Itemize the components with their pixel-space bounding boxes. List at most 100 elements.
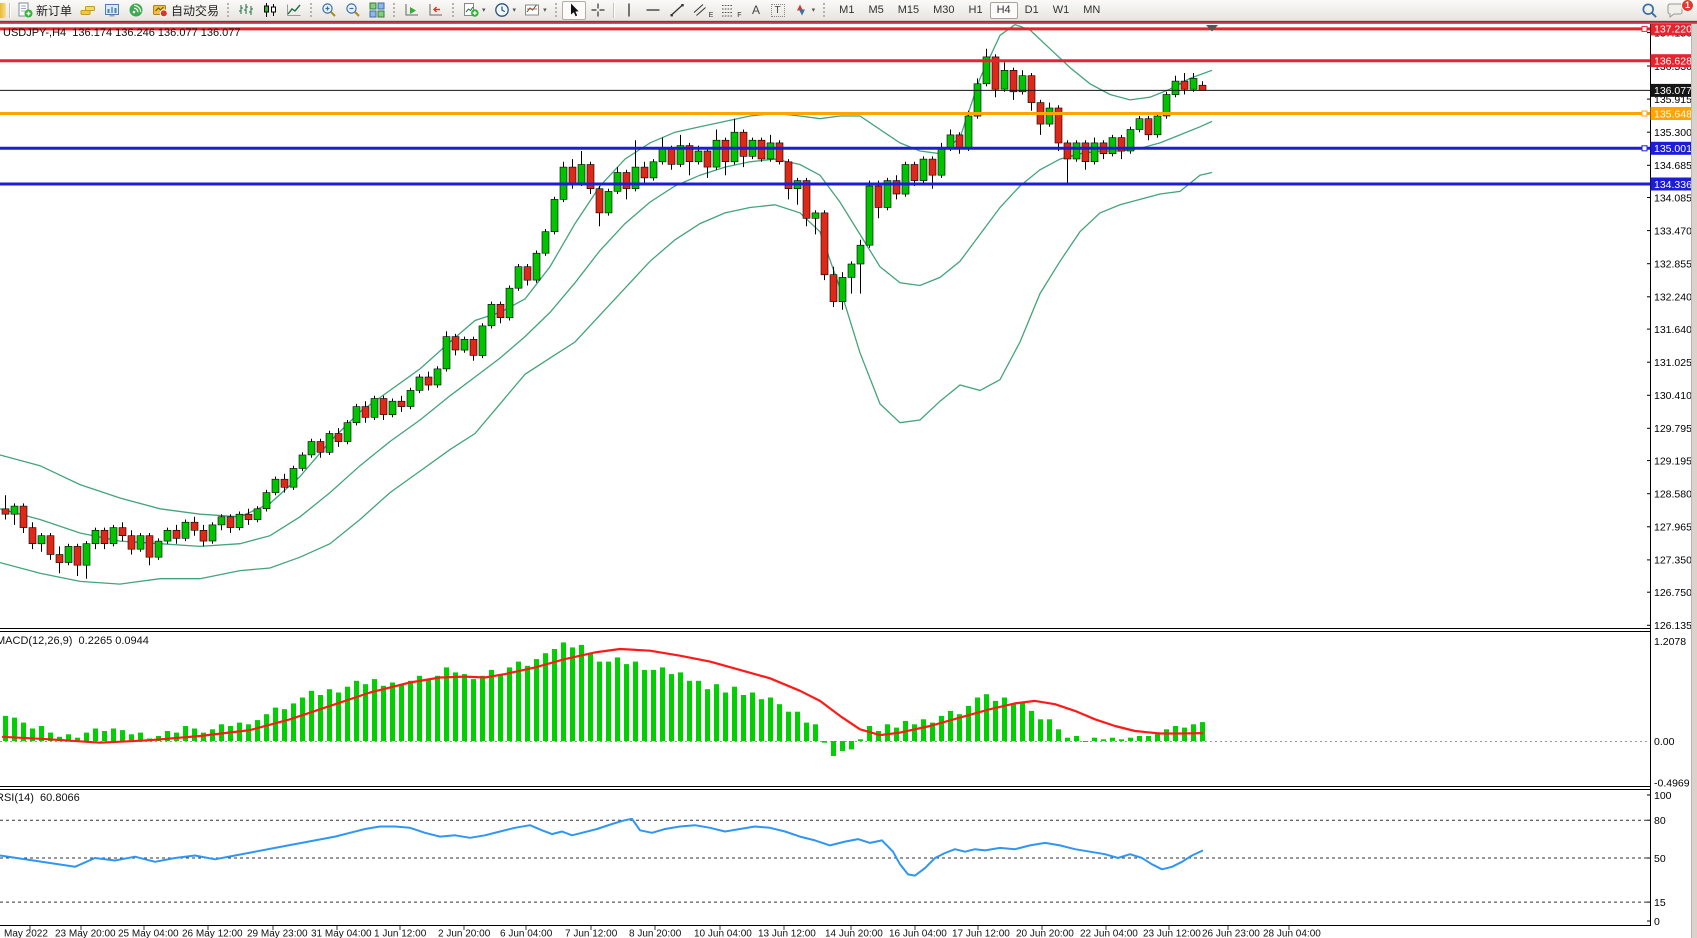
candle	[685, 145, 694, 163]
tab-timeframe-W1[interactable]: W1	[1052, 4, 1070, 16]
bar-chart-button[interactable]	[234, 1, 258, 20]
search-button[interactable]	[1637, 1, 1662, 20]
candle	[172, 529, 181, 539]
fibonacci-tool-button[interactable]: F	[717, 1, 745, 20]
candle	[802, 180, 811, 219]
candle	[505, 287, 514, 319]
line-chart-icon	[287, 4, 301, 16]
macd-histogram-bar	[1011, 704, 1016, 741]
time-axis-label: May 2022	[4, 929, 48, 938]
macd-histogram-bar	[894, 727, 899, 741]
fibonacci-icon	[722, 5, 734, 17]
macd-histogram-bar	[975, 697, 980, 741]
time-axis-label: 23 Jun 12:00	[1143, 929, 1201, 938]
zoom-in-button[interactable]	[317, 1, 341, 20]
price-line-label-box	[1650, 107, 1692, 120]
macd-histogram-bar	[921, 719, 926, 741]
tab-timeframe-H4[interactable]: H4	[989, 1, 1018, 19]
auto-scroll-icon	[405, 4, 419, 16]
zoom-out-button[interactable]	[341, 1, 365, 20]
candle	[280, 478, 289, 488]
time-axis-label: 17 Jun 12:00	[952, 929, 1010, 938]
main-price-pane	[0, 24, 1650, 585]
tab-timeframe-M15[interactable]: M15	[897, 4, 920, 16]
macd-histogram-bar	[192, 728, 197, 741]
hline-anchor-marker[interactable]	[1641, 110, 1648, 117]
community-chat-button[interactable]: 1	[1662, 0, 1694, 20]
trendline-tool-button[interactable]	[665, 1, 689, 20]
candle	[1045, 107, 1054, 125]
candle	[46, 535, 55, 555]
market-watch-button[interactable]	[100, 1, 124, 20]
chevron-down-icon: ▾	[543, 6, 547, 14]
macd-histogram-bar	[1128, 737, 1133, 741]
candle	[541, 231, 550, 254]
line-chart-button[interactable]	[282, 1, 306, 20]
rsi-pane	[0, 817, 1650, 903]
tab-timeframe-M30[interactable]: M30	[933, 4, 955, 16]
text-tool-icon: A	[752, 3, 761, 17]
tab-timeframe-M5[interactable]: M5	[868, 4, 884, 16]
templates-button[interactable]: ▾	[520, 1, 551, 20]
text-tool-button[interactable]: A	[746, 1, 767, 20]
gold-button[interactable]	[76, 1, 100, 20]
signals-button[interactable]	[124, 1, 148, 20]
time-axis-label: 26 May 12:00	[182, 929, 243, 938]
channel-tool-button[interactable]: E	[689, 1, 718, 20]
candle	[613, 172, 622, 192]
bollinger-upper-band	[0, 24, 1213, 518]
vertical-line-tool-button[interactable]	[617, 1, 641, 20]
window-edge-scrollbar[interactable]	[1691, 24, 1697, 938]
autotrading-button[interactable]: 自动交易	[148, 1, 223, 20]
rsi-axis-label: 80	[1654, 815, 1666, 827]
candle	[406, 390, 415, 407]
tile-windows-button[interactable]	[365, 1, 389, 20]
tab-timeframe-H1[interactable]: H1	[968, 4, 983, 16]
chart-shift-marker[interactable]	[1206, 25, 1218, 32]
candle	[1081, 142, 1090, 162]
tab-timeframe-M1[interactable]: M1	[839, 4, 855, 16]
candle	[856, 244, 865, 265]
candle	[829, 274, 838, 302]
bollinger-lower-band	[0, 171, 1213, 585]
tab-timeframe-MN[interactable]: MN	[1083, 4, 1101, 16]
candle	[703, 150, 712, 168]
candle	[739, 131, 748, 157]
candle	[532, 252, 541, 281]
candlestick-chart-button[interactable]	[258, 1, 282, 20]
chart-shift-button[interactable]	[424, 1, 448, 20]
text-label-tool-button[interactable]: T	[767, 1, 789, 20]
toolbar-grip	[393, 3, 397, 17]
hline-anchor-marker[interactable]	[1641, 145, 1648, 152]
hline-anchor-marker[interactable]	[1641, 25, 1648, 32]
arrows-tool-button[interactable]: ▾	[789, 1, 820, 20]
horizontal-line-tool-button[interactable]	[641, 1, 665, 20]
price-tick-label: 129.195	[1654, 455, 1692, 467]
candle	[604, 191, 613, 214]
auto-scroll-button[interactable]	[400, 1, 424, 20]
time-axis-label: 20 Jun 20:00	[1016, 929, 1074, 938]
indicators-button[interactable]: ▾	[459, 1, 490, 20]
periods-button[interactable]: ▾	[490, 1, 521, 20]
cursor-tool-button[interactable]	[561, 0, 586, 20]
candle	[82, 543, 91, 566]
chart-title: USDJPY-,H4 136.174 136.246 136.077 136.0…	[3, 27, 241, 39]
market-watch-icon	[105, 4, 120, 17]
macd-histogram-bar	[1074, 736, 1079, 741]
macd-signal-line	[1, 647, 1204, 744]
macd-histogram-bar	[993, 700, 998, 741]
candle	[64, 546, 73, 563]
crosshair-tool-button[interactable]	[586, 1, 610, 20]
macd-histogram-bar	[714, 684, 719, 741]
new-order-button[interactable]: 新订单	[13, 1, 76, 20]
candle	[451, 336, 460, 351]
tab-timeframe-D1[interactable]: D1	[1024, 4, 1039, 16]
macd-histogram-bar	[345, 686, 350, 741]
fibonacci-tool-suffix: F	[737, 11, 742, 19]
candle	[784, 161, 793, 190]
candle	[325, 433, 334, 453]
candle	[415, 376, 424, 391]
macd-histogram-bar	[732, 686, 737, 741]
candle	[1108, 137, 1117, 155]
